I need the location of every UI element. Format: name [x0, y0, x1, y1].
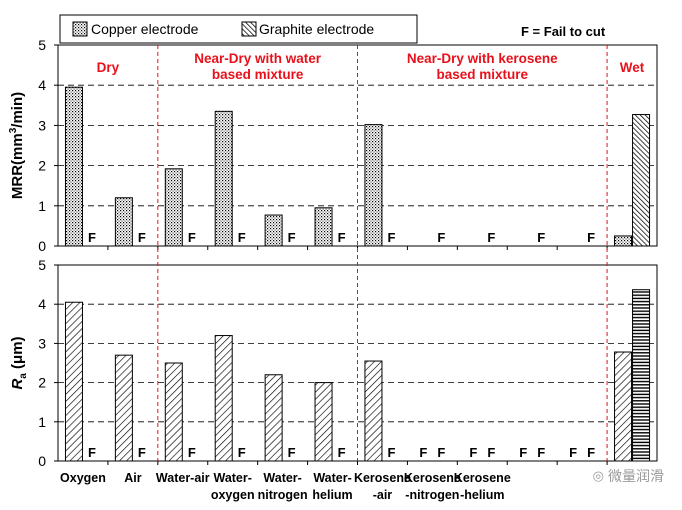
- y-axis-label: Ra (μm): [9, 336, 29, 389]
- y-tick-label: 0: [38, 238, 46, 254]
- bar-copper: [364, 124, 383, 247]
- x-tick-label: Air: [124, 471, 142, 485]
- fail-marker-graphite: F: [487, 230, 495, 245]
- bar-copper: [364, 360, 383, 462]
- y-tick-label: 4: [38, 296, 46, 312]
- bar-copper: [614, 351, 633, 462]
- legend-graphite-label: Graphite electrode: [259, 21, 374, 37]
- y-tick-label: 1: [38, 198, 46, 214]
- fail-marker-graphite: F: [88, 445, 96, 460]
- fail-marker-graphite: F: [238, 445, 246, 460]
- x-tick-label: nitrogen: [258, 488, 308, 502]
- fail-marker-graphite: F: [288, 445, 296, 460]
- region-dividers: [157, 45, 608, 461]
- x-tick-label: Water-: [213, 471, 251, 485]
- x-tick-label: Water-air: [156, 471, 210, 485]
- bar-copper: [614, 235, 633, 247]
- fail-marker-graphite: F: [437, 445, 445, 460]
- region-label: based mixture: [212, 67, 304, 82]
- bar-copper: [314, 207, 333, 247]
- legend-graphite-swatch: [241, 21, 257, 37]
- bar-copper: [214, 110, 233, 247]
- x-tick-label: -nitrogen: [405, 488, 459, 502]
- bar-copper: [164, 168, 183, 247]
- region-label: based mixture: [437, 67, 529, 82]
- region-label: Near-Dry with water: [194, 51, 322, 66]
- fail-marker-graphite: F: [338, 445, 346, 460]
- x-tick-label: Water-: [313, 471, 351, 485]
- fail-marker-graphite: F: [587, 445, 595, 460]
- x-tick-label: -helium: [460, 488, 504, 502]
- fail-marker-graphite: F: [138, 445, 146, 460]
- region-label: Near-Dry with kerosene: [407, 51, 558, 66]
- x-tick-label: oxygen: [211, 488, 255, 502]
- wechat-icon: ◎: [592, 468, 604, 484]
- y-tick-label: 3: [38, 117, 46, 133]
- legend-copper-label: Copper electrode: [91, 21, 199, 37]
- fail-marker-graphite: F: [288, 230, 296, 245]
- x-tick-label: Kerosene: [404, 471, 461, 485]
- bar-copper: [264, 374, 283, 462]
- region-label: Wet: [620, 60, 645, 75]
- x-tick-label: Kerosene: [454, 471, 511, 485]
- bar-copper: [64, 301, 83, 462]
- watermark-text: 微量润滑: [608, 469, 664, 485]
- y-tick-label: 0: [38, 453, 46, 469]
- bar-copper: [114, 354, 133, 462]
- fail-marker-graphite: F: [437, 230, 445, 245]
- x-tick-label: -air: [373, 488, 393, 502]
- fail-marker-graphite: F: [238, 230, 246, 245]
- y-tick-label: 3: [38, 335, 46, 351]
- y-tick-label: 1: [38, 414, 46, 430]
- fail-marker-copper: F: [419, 445, 427, 460]
- x-tick-label: Oxygen: [60, 471, 106, 485]
- y-tick-label: 5: [38, 257, 46, 273]
- fail-marker-graphite: F: [387, 230, 395, 245]
- legend: Copper electrode Graphite electrode: [59, 14, 418, 44]
- fail-marker-graphite: F: [88, 230, 96, 245]
- fail-marker-graphite: F: [188, 445, 196, 460]
- y-tick-label: 4: [38, 77, 46, 93]
- fail-marker-copper: F: [469, 445, 477, 460]
- y-tick-label: 5: [38, 37, 46, 53]
- fail-marker-graphite: F: [537, 230, 545, 245]
- bar-graphite: [632, 289, 651, 462]
- watermark: ◎ 微量润滑: [593, 466, 664, 486]
- bar-copper: [114, 197, 133, 247]
- bar-copper: [314, 382, 333, 462]
- y-tick-label: 2: [38, 375, 46, 391]
- fail-marker-copper: F: [569, 445, 577, 460]
- fail-marker-graphite: F: [338, 230, 346, 245]
- region-label: Dry: [97, 60, 120, 75]
- bar-copper: [164, 362, 183, 462]
- fail-marker-graphite: F: [537, 445, 545, 460]
- bar-graphite: [632, 114, 651, 247]
- legend-copper-swatch: [72, 21, 88, 37]
- y-axis-label: MRR(mm3/min): [8, 92, 26, 199]
- bar-copper: [264, 214, 283, 247]
- fail-marker-graphite: F: [387, 445, 395, 460]
- bar-copper: [64, 86, 83, 247]
- fail-marker-graphite: F: [188, 230, 196, 245]
- x-tick-label: Water-: [263, 471, 301, 485]
- x-tick-label: Kerosene: [354, 471, 411, 485]
- bar-copper: [214, 335, 233, 462]
- fail-marker-copper: F: [519, 445, 527, 460]
- x-tick-label: helium: [312, 488, 352, 502]
- x-tick-labels: Oxygen Air Water-air Water-oxygenWater-nitr…: [60, 471, 511, 502]
- fail-note: F = Fail to cut: [521, 24, 606, 39]
- fail-marker-graphite: F: [587, 230, 595, 245]
- fail-marker-graphite: F: [138, 230, 146, 245]
- fail-marker-graphite: F: [487, 445, 495, 460]
- y-tick-label: 2: [38, 158, 46, 174]
